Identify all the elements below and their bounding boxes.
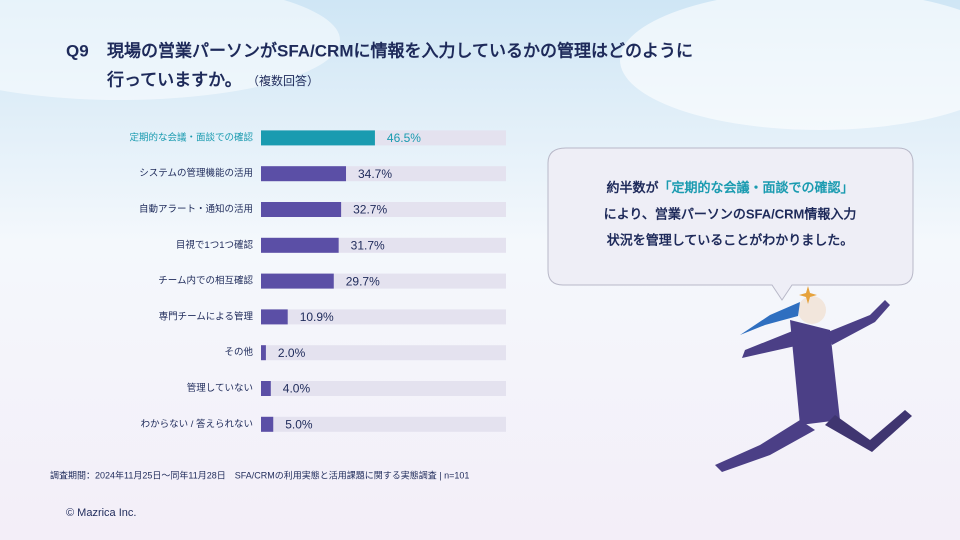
title-note: （複数回答） xyxy=(247,73,319,88)
callout-lead: 約半数が xyxy=(606,180,658,195)
bar-track xyxy=(261,416,506,432)
question-number: Q9 xyxy=(66,41,89,60)
bar xyxy=(261,202,342,217)
title-line: 行っていますか。 xyxy=(106,69,242,89)
cloud xyxy=(0,0,340,100)
callout-text: 約半数が「定期的な会議・面談での確認」 xyxy=(606,180,853,195)
callout-text: により、営業パーソンのSFA/CRM情報入力 xyxy=(604,206,857,221)
category-label: チーム内での相互確認 xyxy=(158,275,253,287)
bar xyxy=(261,416,274,432)
cloud xyxy=(620,0,960,130)
category-label: 目視で1つ1つ確認 xyxy=(176,239,254,251)
bar-track xyxy=(261,345,506,361)
value-label: 31.7% xyxy=(351,238,385,252)
bar-track xyxy=(261,309,506,325)
bar xyxy=(261,237,339,253)
callout-text: 状況を管理していることがわかりました。 xyxy=(607,232,854,247)
bar xyxy=(261,130,375,146)
bar xyxy=(261,309,288,325)
copyright: © Mazrica Inc. xyxy=(66,507,136,519)
category-label: 定期的な会議・面談での確認 xyxy=(129,131,253,143)
category-label: システムの管理機能の活用 xyxy=(139,167,253,179)
value-label: 4.0% xyxy=(283,382,311,396)
category-label: 自動アラート・通知の活用 xyxy=(139,203,253,215)
value-label: 5.0% xyxy=(285,417,313,431)
bar xyxy=(261,381,271,396)
value-label: 29.7% xyxy=(346,274,380,288)
category-label: その他 xyxy=(224,346,253,358)
value-label: 10.9% xyxy=(300,310,334,324)
callout-highlight: 「定期的な会議・面談での確認」 xyxy=(659,180,854,195)
value-label: 46.5% xyxy=(387,131,421,145)
category-label: わからない / 答えられない xyxy=(141,418,253,430)
callout-bubble xyxy=(547,147,914,301)
footnote: 調査期間：2024年11月25日～同年11月28日 SFA/CRMの利用実態と活… xyxy=(50,469,469,480)
category-label: 専門チームによる管理 xyxy=(159,310,254,322)
bar xyxy=(261,345,266,361)
category-label: 管理していない xyxy=(187,382,253,394)
bar xyxy=(261,273,334,289)
bar-track xyxy=(261,381,506,396)
runner-illustration xyxy=(715,286,912,472)
value-label: 34.7% xyxy=(358,167,392,181)
bar xyxy=(261,166,347,182)
value-label: 2.0% xyxy=(278,346,306,360)
bar-chart: 定期的な会議・面談での確認 46.5% システムの管理機能の活用 34.7% 自動アラー… xyxy=(129,130,506,432)
title-line: 現場の営業パーソンがSFA/CRMに情報を入力しているかの管理はどのように xyxy=(107,40,693,60)
value-label: 32.7% xyxy=(353,203,387,217)
